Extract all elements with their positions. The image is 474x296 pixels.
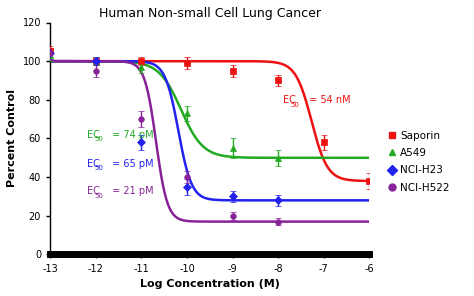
X-axis label: Log Concentration (M): Log Concentration (M) [140, 279, 280, 289]
Title: Human Non-small Cell Lung Cancer: Human Non-small Cell Lung Cancer [99, 7, 321, 20]
Text: = 54 nM: = 54 nM [306, 95, 350, 105]
Text: 50: 50 [95, 192, 104, 199]
Text: 50: 50 [95, 136, 104, 142]
Text: = 65 pM: = 65 pM [109, 159, 154, 169]
Text: EC: EC [87, 130, 100, 140]
Text: 50: 50 [291, 102, 300, 108]
Y-axis label: Percent Control: Percent Control [7, 89, 17, 187]
Text: = 21 pM: = 21 pM [109, 186, 154, 196]
Text: EC: EC [87, 186, 100, 196]
Text: = 74 pM: = 74 pM [109, 130, 154, 140]
Text: EC: EC [87, 159, 100, 169]
Text: EC: EC [283, 95, 296, 105]
Text: 50: 50 [95, 165, 104, 171]
Legend: Saporin, A549, NCI-H23, NCI-H522: Saporin, A549, NCI-H23, NCI-H522 [383, 127, 454, 197]
